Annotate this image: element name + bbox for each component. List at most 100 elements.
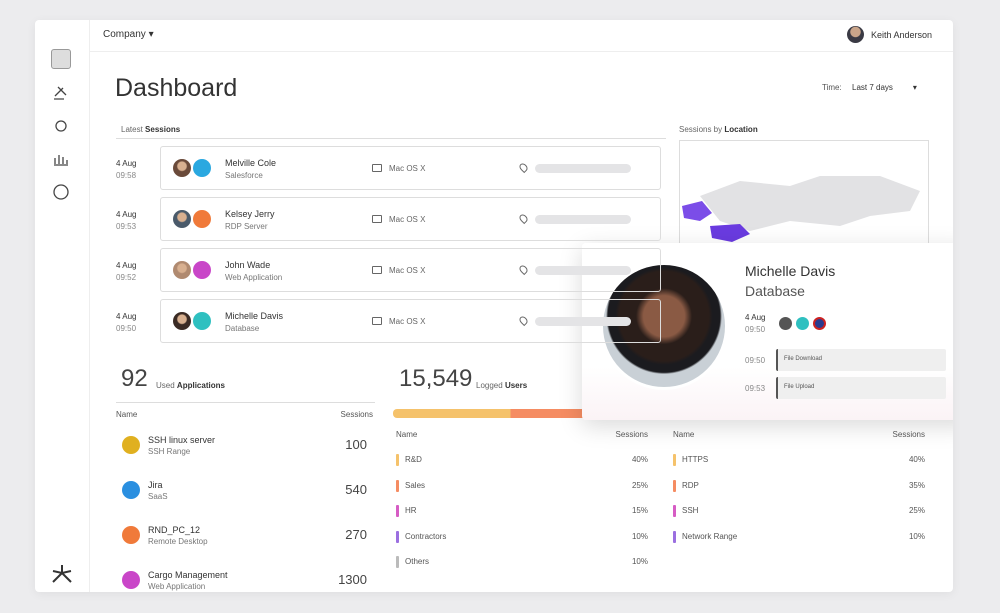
nav-help[interactable] (53, 184, 69, 200)
location-icon (517, 263, 530, 276)
column-header: Sessions (340, 410, 373, 419)
user-name: Keith Anderson (871, 30, 933, 40)
session-time: 09:50 (116, 324, 137, 333)
location-title-bold: Location (724, 125, 758, 134)
session-app: RDP Server (225, 222, 268, 231)
time-label: Time: (822, 83, 842, 92)
session-app: Database (225, 324, 260, 333)
app-sessions: 100 (345, 437, 367, 452)
page-title: Dashboard (115, 74, 238, 102)
time-value: Last 7 days (852, 83, 893, 92)
event-time: 09:53 (745, 384, 766, 393)
app-name: Cargo Management (148, 570, 228, 580)
app-icon (122, 436, 140, 454)
session-os: Mac OS X (389, 215, 426, 224)
app-icon (193, 261, 211, 279)
monitor-icon (372, 317, 382, 325)
group-name: SSH (682, 506, 699, 515)
app-type: Remote Desktop (148, 537, 208, 546)
apps-label-prefix: Used (156, 381, 175, 390)
divider (116, 402, 375, 403)
monitor-icon (372, 266, 382, 274)
company-select[interactable]: Company ▾ (103, 29, 154, 40)
app-icon (122, 526, 140, 544)
session-row[interactable]: Melville Cole Salesforce Mac OS X (160, 146, 661, 190)
session-date: 4 Aug (116, 312, 137, 321)
group-share: 10% (631, 557, 648, 566)
location-title-prefix: Sessions by (679, 125, 723, 134)
group-share: 25% (631, 480, 648, 490)
group-share: 15% (631, 506, 648, 515)
apps-count: 92 (121, 365, 148, 392)
app-type: SaaS (148, 492, 168, 501)
legend-swatch (673, 530, 676, 543)
session-date: 4 Aug (116, 159, 137, 168)
users-label-bold: Users (504, 381, 528, 390)
location-placeholder (535, 317, 631, 326)
legend-swatch (396, 556, 399, 568)
company-label: Company (103, 29, 146, 40)
time-select[interactable]: Last 7 days ▾ (852, 83, 917, 92)
group-share: 10% (908, 531, 925, 541)
profile-app: Database (745, 283, 805, 299)
sidebar (35, 20, 90, 592)
app-type: Web Application (148, 582, 206, 591)
column-header: Sessions (615, 430, 648, 439)
nav-icons (53, 86, 69, 200)
world-map (679, 140, 929, 250)
session-row[interactable]: Kelsey Jerry RDP Server Mac OS X (160, 197, 661, 241)
app-icon (193, 210, 211, 228)
session-row[interactable]: John Wade Web Application Mac OS X (160, 248, 661, 292)
app-type: SSH Range (148, 447, 191, 456)
event-action: File Upload (784, 384, 815, 390)
group-name: Network Range (682, 531, 738, 541)
session-os: Mac OS X (389, 266, 426, 275)
user-avatar[interactable] (847, 26, 864, 43)
app-sessions: 540 (345, 482, 367, 497)
user-avatar (173, 312, 191, 330)
logo (52, 565, 72, 583)
profile-name: Michelle Davis (745, 263, 836, 279)
user-avatar (173, 159, 191, 177)
session-user: Melville Cole (225, 158, 277, 168)
session-user: Kelsey Jerry (225, 209, 275, 219)
user-avatar (173, 261, 191, 279)
group-name: Sales (405, 480, 426, 490)
nav-reports[interactable] (54, 155, 68, 166)
flag-icon (813, 317, 826, 330)
session-time: 09:52 (116, 273, 137, 282)
app-sessions: 1300 (338, 572, 367, 587)
sessions-title-bold: Sessions (145, 125, 181, 134)
event-row: File Download (776, 349, 946, 371)
legend-swatch (673, 479, 676, 492)
sessions-title: Latest Sessions (121, 125, 180, 134)
users-label: Logged Users (476, 381, 527, 390)
app-window: Company ▾ Keith Anderson Dashboard Time:… (35, 20, 953, 592)
divider (116, 138, 666, 139)
location-placeholder (535, 164, 631, 173)
app-icon (193, 312, 211, 330)
app-sessions: 270 (345, 527, 367, 542)
profile-photo (600, 262, 728, 390)
sessions-title-prefix: Latest (121, 125, 143, 134)
nav-settings[interactable] (55, 120, 67, 132)
location-icon (517, 161, 530, 174)
nav-home[interactable] (51, 49, 71, 69)
group-share: 40% (631, 455, 648, 464)
column-header: Sessions (892, 430, 925, 439)
user-avatar (173, 210, 191, 228)
legend-swatch (396, 479, 399, 492)
profile-time: 09:50 (745, 325, 766, 334)
group-share: 40% (908, 455, 925, 464)
session-app: Web Application (225, 273, 283, 282)
app-name: SSH linux server (148, 435, 216, 445)
users-count: 15,549 (399, 365, 473, 392)
location-placeholder (535, 266, 631, 275)
app-icon (193, 159, 211, 177)
nav-tools[interactable] (54, 86, 67, 100)
session-date: 4 Aug (116, 261, 137, 270)
session-row[interactable]: Michelle Davis Database Mac OS X (160, 299, 661, 343)
event-action: File Download (784, 356, 823, 362)
group-share: 25% (908, 506, 925, 515)
